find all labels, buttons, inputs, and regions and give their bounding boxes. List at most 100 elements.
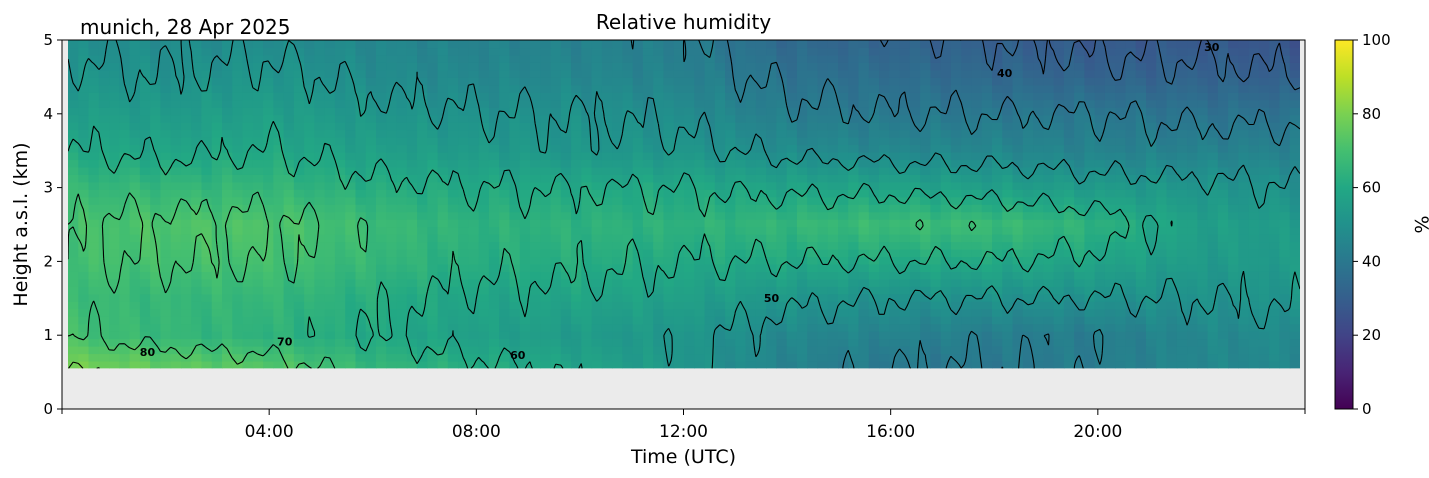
heatmap-cell <box>796 360 808 369</box>
heatmap-cell <box>386 84 398 93</box>
heatmap-cell <box>150 316 161 325</box>
heatmap-cell <box>1238 84 1250 93</box>
heatmap-cell <box>1063 211 1075 220</box>
heatmap-cell <box>858 196 870 205</box>
heatmap-cell <box>417 234 428 243</box>
heatmap-cell <box>293 69 305 78</box>
heatmap-cell <box>1043 92 1055 101</box>
heatmap-cell <box>355 293 367 302</box>
heatmap-cell <box>509 99 521 108</box>
heatmap-cell <box>304 346 315 355</box>
heatmap-cell <box>879 271 890 280</box>
heatmap-cell <box>560 248 572 258</box>
heatmap-cell <box>755 331 767 340</box>
heatmap-cell <box>88 92 100 101</box>
heatmap-cell <box>1197 196 1209 205</box>
heatmap-cell <box>211 114 223 123</box>
heatmap-cell <box>550 211 562 220</box>
heatmap-cell <box>704 353 716 362</box>
heatmap-cell <box>1176 286 1188 295</box>
heatmap-cell <box>766 99 777 108</box>
heatmap-cell <box>1207 301 1219 310</box>
heatmap-cell <box>1289 248 1300 258</box>
heatmap-cell <box>622 234 634 243</box>
heatmap-cell <box>1146 204 1157 213</box>
heatmap-cell <box>642 323 654 332</box>
heatmap-cell <box>396 353 408 362</box>
heatmap-cell <box>838 234 849 243</box>
heatmap-cell <box>1115 84 1127 93</box>
heatmap-cell <box>211 129 223 138</box>
heatmap-cell <box>109 263 120 272</box>
heatmap-cell <box>232 256 244 265</box>
heatmap-cell <box>981 353 993 362</box>
heatmap-cell <box>191 256 203 265</box>
heatmap-cell <box>509 84 521 93</box>
heatmap-cell <box>1012 107 1024 116</box>
heatmap-cell <box>1289 181 1300 190</box>
heatmap-cell <box>334 219 346 228</box>
heatmap-cell <box>540 316 552 325</box>
heatmap-cell <box>755 293 767 302</box>
heatmap-cell <box>642 263 654 272</box>
heatmap-cell <box>396 219 408 228</box>
heatmap-cell <box>807 256 819 265</box>
heatmap-cell <box>1053 241 1065 250</box>
heatmap-cell <box>211 151 223 161</box>
heatmap-cell <box>1053 114 1065 123</box>
heatmap-cell <box>807 77 819 86</box>
heatmap-cell <box>879 353 890 362</box>
heatmap-cell <box>663 122 675 131</box>
heatmap-cell <box>109 54 120 63</box>
heatmap-cell <box>1166 99 1178 108</box>
heatmap-cell <box>807 159 819 168</box>
heatmap-cell <box>591 196 603 205</box>
heatmap-cell <box>1228 84 1239 93</box>
heatmap-cell <box>232 166 244 175</box>
heatmap-cell <box>1094 248 1106 258</box>
heatmap-cell <box>386 353 398 362</box>
heatmap-cell <box>714 122 726 131</box>
heatmap-cell <box>745 114 757 123</box>
heatmap-cell <box>519 308 531 317</box>
heatmap-cell <box>499 308 511 317</box>
heatmap-cell <box>1187 316 1198 325</box>
heatmap-cell <box>252 346 264 355</box>
heatmap-cell <box>981 122 993 131</box>
heatmap-cell <box>406 211 418 220</box>
heatmap-cell <box>252 271 264 280</box>
heatmap-cell <box>119 323 131 332</box>
heatmap-cell <box>509 331 521 340</box>
heatmap-cell <box>663 323 675 332</box>
heatmap-cell <box>119 353 131 362</box>
heatmap-cell <box>571 360 582 369</box>
heatmap-cell <box>263 99 274 108</box>
heatmap-cell <box>992 293 1003 302</box>
heatmap-cell <box>540 189 552 198</box>
heatmap-cell <box>406 84 418 93</box>
heatmap-cell <box>509 144 521 153</box>
heatmap-cell <box>201 99 213 108</box>
heatmap-cell <box>714 181 726 190</box>
heatmap-cell <box>1063 360 1075 369</box>
heatmap-cell <box>1146 293 1157 302</box>
heatmap-cell <box>1053 271 1065 280</box>
heatmap-cell <box>1238 226 1250 235</box>
heatmap-cell <box>868 189 880 198</box>
heatmap-cell <box>519 62 531 71</box>
heatmap-cell <box>1289 234 1300 243</box>
heatmap-cell <box>868 353 880 362</box>
heatmap-cell <box>304 122 315 131</box>
heatmap-cell <box>129 271 141 280</box>
heatmap-cell <box>129 293 141 302</box>
heatmap-cell <box>160 129 172 138</box>
heatmap-cell <box>98 69 110 78</box>
heatmap-cell <box>1269 293 1281 302</box>
heatmap-cell <box>488 241 500 250</box>
heatmap-cell <box>776 166 788 175</box>
heatmap-cell <box>499 181 511 190</box>
heatmap-cell <box>88 346 100 355</box>
heatmap-cell <box>458 166 469 175</box>
heatmap-cell <box>334 196 346 205</box>
heatmap-cell <box>1053 92 1065 101</box>
